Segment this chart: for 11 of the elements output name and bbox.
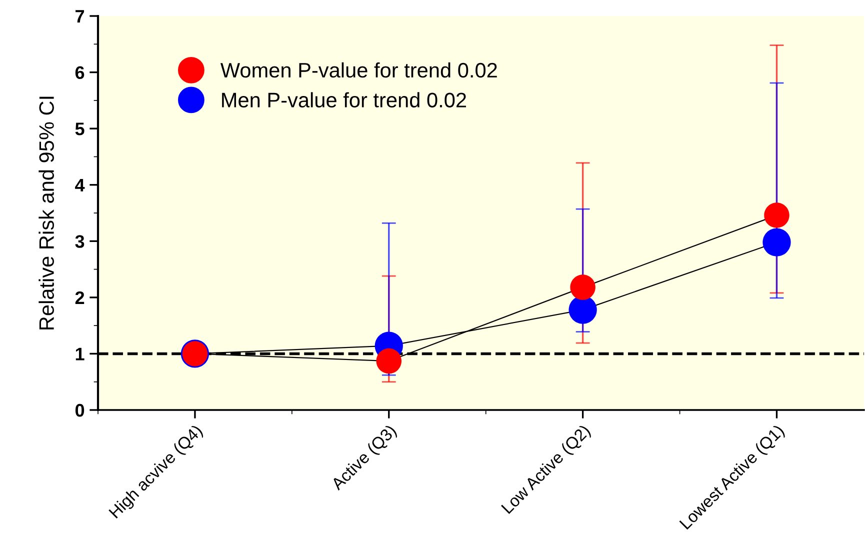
y-tick-label: 7 (76, 10, 84, 23)
y-tick-label: 0 (75, 404, 84, 417)
y-tick-label: 1 (76, 348, 84, 360)
y-tick-label: 4 (75, 178, 85, 192)
y-axis-title: Relative Risk and 95% CI (38, 96, 54, 330)
legend-label: Men P-value for trend 0.02 (222, 92, 466, 108)
y-tick-label: 3 (75, 235, 84, 248)
y-tick-label: 6 (75, 66, 84, 80)
y-tick-label: 5 (75, 122, 84, 136)
legend-label: Women P-value for trend 0.02 (220, 62, 497, 78)
y-tick-label: 2 (75, 291, 84, 304)
